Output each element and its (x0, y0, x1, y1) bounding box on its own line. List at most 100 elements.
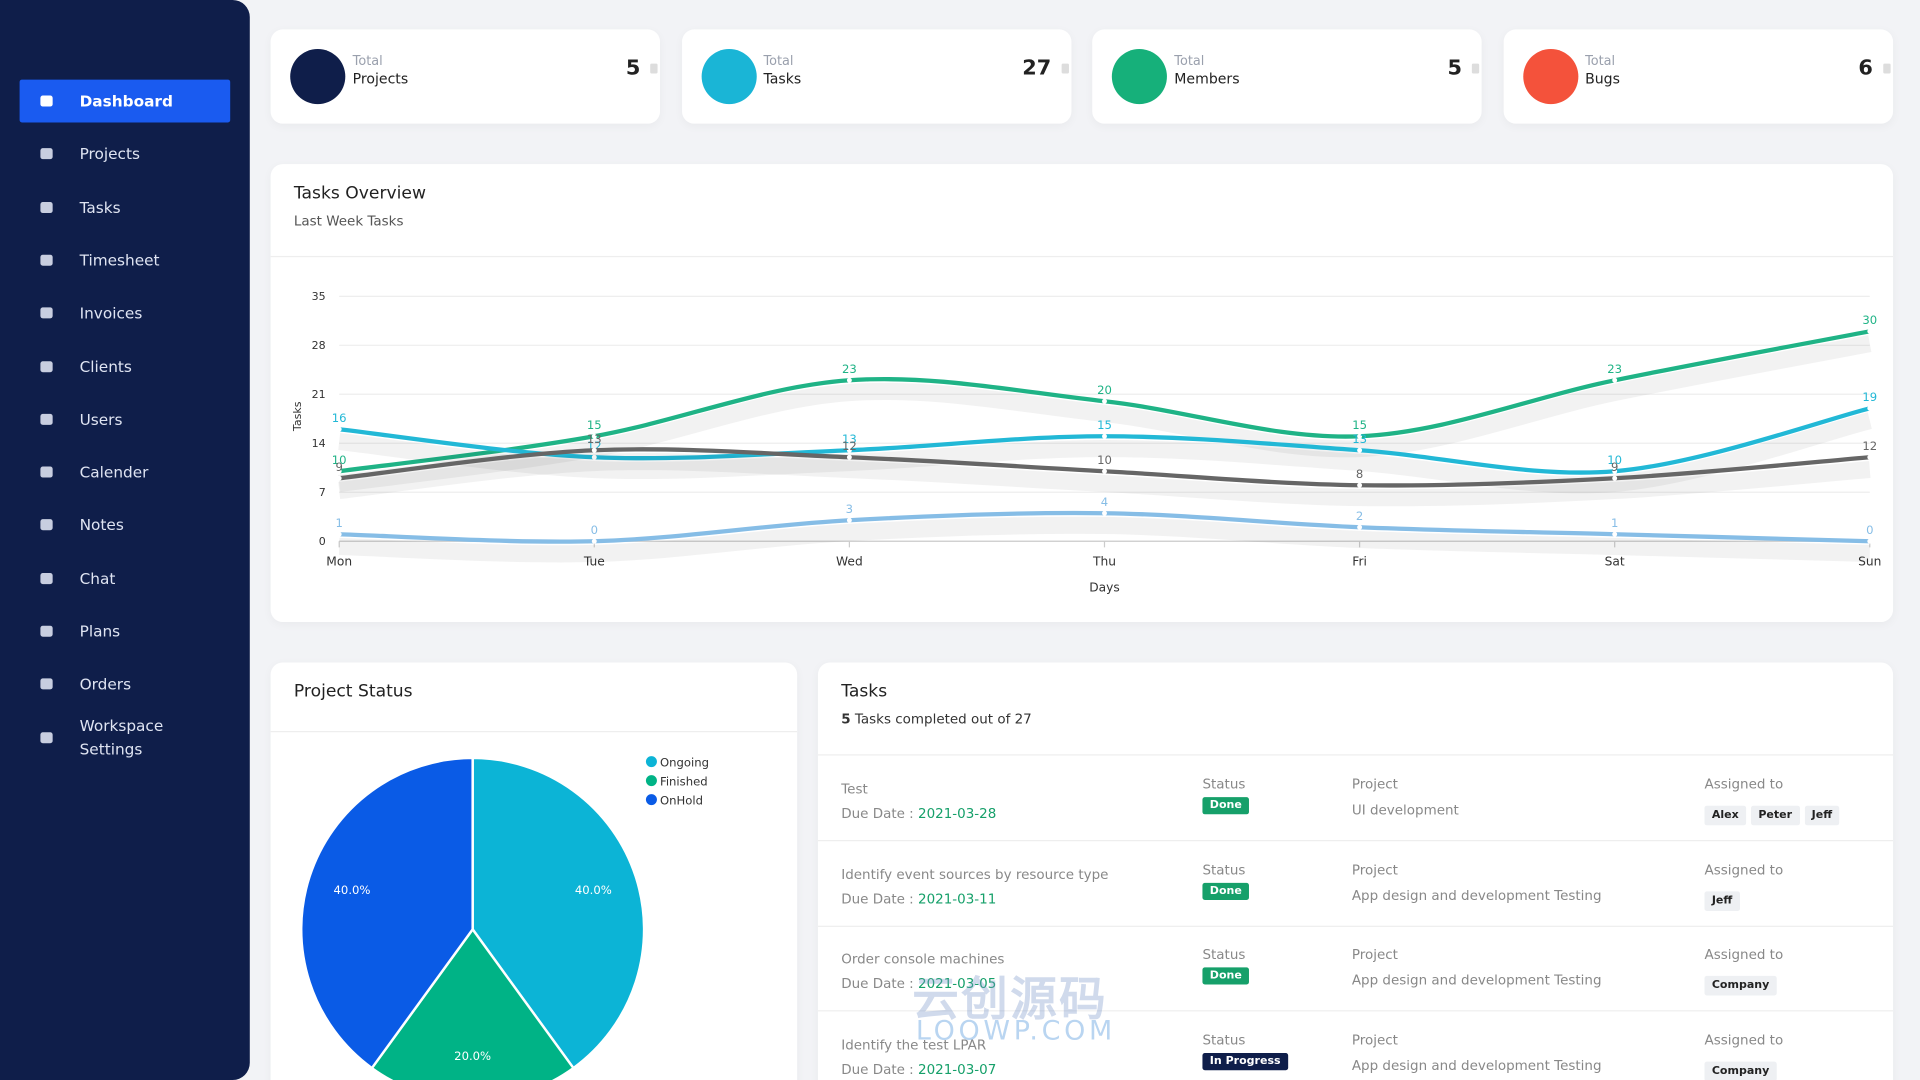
status-badge: Done (1202, 967, 1250, 985)
data-label: 10 (1097, 453, 1112, 467)
point (1867, 328, 1873, 334)
menu-item[interactable]: Orders (20, 663, 231, 706)
due-date: 2021-03-11 (918, 890, 997, 907)
data-label: 13 (842, 432, 857, 446)
watermark: LOOWP.COM (915, 1016, 1116, 1047)
menu-item[interactable]: Chat (20, 557, 231, 600)
project-name: UI development (1351, 802, 1459, 818)
tasks-card: Tasks 5 Tasks completed out of 27 Test Du… (817, 662, 1894, 1080)
point (1357, 482, 1363, 488)
drag-handle[interactable] (1061, 63, 1069, 74)
menu-item[interactable]: Users (20, 398, 231, 441)
status-label: Status (1202, 861, 1246, 878)
status-badge: Done (1202, 882, 1250, 900)
menu-icon (40, 625, 53, 637)
point (1867, 405, 1873, 411)
task-row: Order console machines Due Date : 2021-03… (817, 926, 1894, 1012)
assigned-label: Assigned to (1704, 861, 1784, 878)
menu-label: Plans (79, 622, 121, 641)
point (846, 447, 852, 453)
due-date: 2021-03-05 (918, 975, 997, 992)
task-due: Due Date : 2021-03-28 (841, 806, 996, 822)
menu-icon (40, 307, 53, 319)
menu-item[interactable]: Projects (20, 133, 231, 176)
menu-icon (40, 466, 53, 478)
data-label: 30 (1862, 313, 1877, 327)
due-date: 2021-03-07 (918, 1061, 997, 1077)
menu-label: Workspace Settings (79, 716, 164, 759)
data-label: 23 (842, 362, 857, 376)
data-label: 1 (1611, 516, 1618, 530)
menu-item[interactable]: Invoices (20, 292, 231, 335)
stat-value: 5 (625, 56, 641, 81)
legend-swatch (645, 775, 657, 787)
legend-label: Finished (660, 775, 708, 789)
menu-item[interactable]: Workspace Settings (20, 716, 231, 759)
x-tick-label: Mon (326, 555, 352, 569)
stat-icon (701, 48, 757, 105)
drag-handle[interactable] (1882, 63, 1890, 74)
task-name: Order console machines (841, 951, 1005, 968)
slice-label: 40.0% (334, 883, 371, 897)
assignee-chip: Alex (1704, 805, 1747, 826)
menu-item[interactable]: Calender (20, 451, 231, 494)
point (1867, 454, 1873, 460)
menu-item[interactable]: Notes (20, 504, 231, 547)
line-shadow (338, 452, 1871, 507)
menu-icon (40, 254, 53, 266)
menu-item[interactable]: Plans (20, 610, 231, 653)
menu-icon (40, 731, 53, 743)
y-tick-label: 7 (319, 486, 326, 499)
x-tick-label: Fri (1352, 555, 1367, 569)
x-tick-label: Thu (1092, 555, 1116, 569)
data-label: 2 (1356, 509, 1363, 523)
data-label: 15 (587, 418, 602, 432)
point (1102, 433, 1107, 439)
menu-item[interactable]: Dashboard (19, 79, 231, 123)
x-tick-label: Wed (836, 555, 863, 569)
drag-handle[interactable] (1471, 63, 1480, 74)
assignee-chip: Jeff (1804, 805, 1840, 826)
menu-item[interactable]: Tasks (20, 186, 231, 229)
stat-card: Total Tasks 27 (681, 29, 1071, 124)
menu-label: Notes (79, 515, 124, 535)
drag-handle[interactable] (650, 63, 658, 74)
status-label: Status (1202, 776, 1246, 793)
pie-slice (471, 756, 646, 1070)
menu-label: Chat (79, 569, 116, 588)
legend-swatch (645, 756, 657, 768)
due-label: Due Date : (841, 890, 914, 907)
point (1867, 538, 1873, 544)
stat-name: Tasks (763, 69, 802, 87)
stat-icon (1522, 48, 1578, 105)
tasks-summary: 5 Tasks completed out of 27 (841, 711, 1032, 727)
stat-card: Total Projects 5 (270, 29, 660, 124)
slice-label: 20.0% (454, 1049, 491, 1063)
data-label: 1 (335, 516, 342, 530)
data-label: 0 (591, 523, 598, 537)
stat-card: Total Members 5 (1092, 29, 1482, 124)
point (1357, 433, 1363, 439)
assignees: Company (1704, 1055, 1781, 1080)
menu-item[interactable]: Timesheet (20, 239, 231, 282)
legend-label: Ongoing (660, 756, 709, 770)
menu-icon (40, 519, 53, 531)
project-name: App design and development Testing (1351, 972, 1602, 989)
divider (270, 731, 798, 733)
point (1102, 468, 1107, 474)
assigned-label: Assigned to (1704, 1031, 1784, 1048)
point (1357, 447, 1363, 453)
y-tick-label: 14 (312, 437, 326, 450)
chart-subtitle: Last Week Tasks (293, 213, 404, 229)
menu-icon (40, 360, 53, 372)
menu-item[interactable]: Clients (20, 345, 231, 388)
point (1612, 377, 1618, 383)
task-due: Due Date : 2021-03-11 (841, 891, 996, 907)
stat-name: Members (1174, 69, 1240, 87)
x-axis-label: Days (1089, 580, 1120, 594)
point (1612, 468, 1618, 474)
task-row: Identify event sources by resource type D… (817, 841, 1894, 927)
stat-value: 6 (1858, 56, 1873, 81)
tasks-title: Tasks (841, 682, 888, 702)
